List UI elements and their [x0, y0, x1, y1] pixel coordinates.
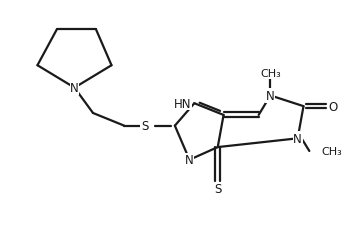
Text: HN: HN: [174, 97, 191, 110]
Text: N: N: [185, 154, 194, 166]
Text: S: S: [141, 120, 148, 133]
Text: CH₃: CH₃: [321, 146, 342, 156]
Text: N: N: [70, 82, 79, 95]
Text: S: S: [214, 183, 221, 196]
Text: CH₃: CH₃: [260, 69, 281, 79]
Text: O: O: [328, 100, 337, 113]
Text: N: N: [266, 90, 275, 102]
Text: N: N: [293, 132, 302, 145]
